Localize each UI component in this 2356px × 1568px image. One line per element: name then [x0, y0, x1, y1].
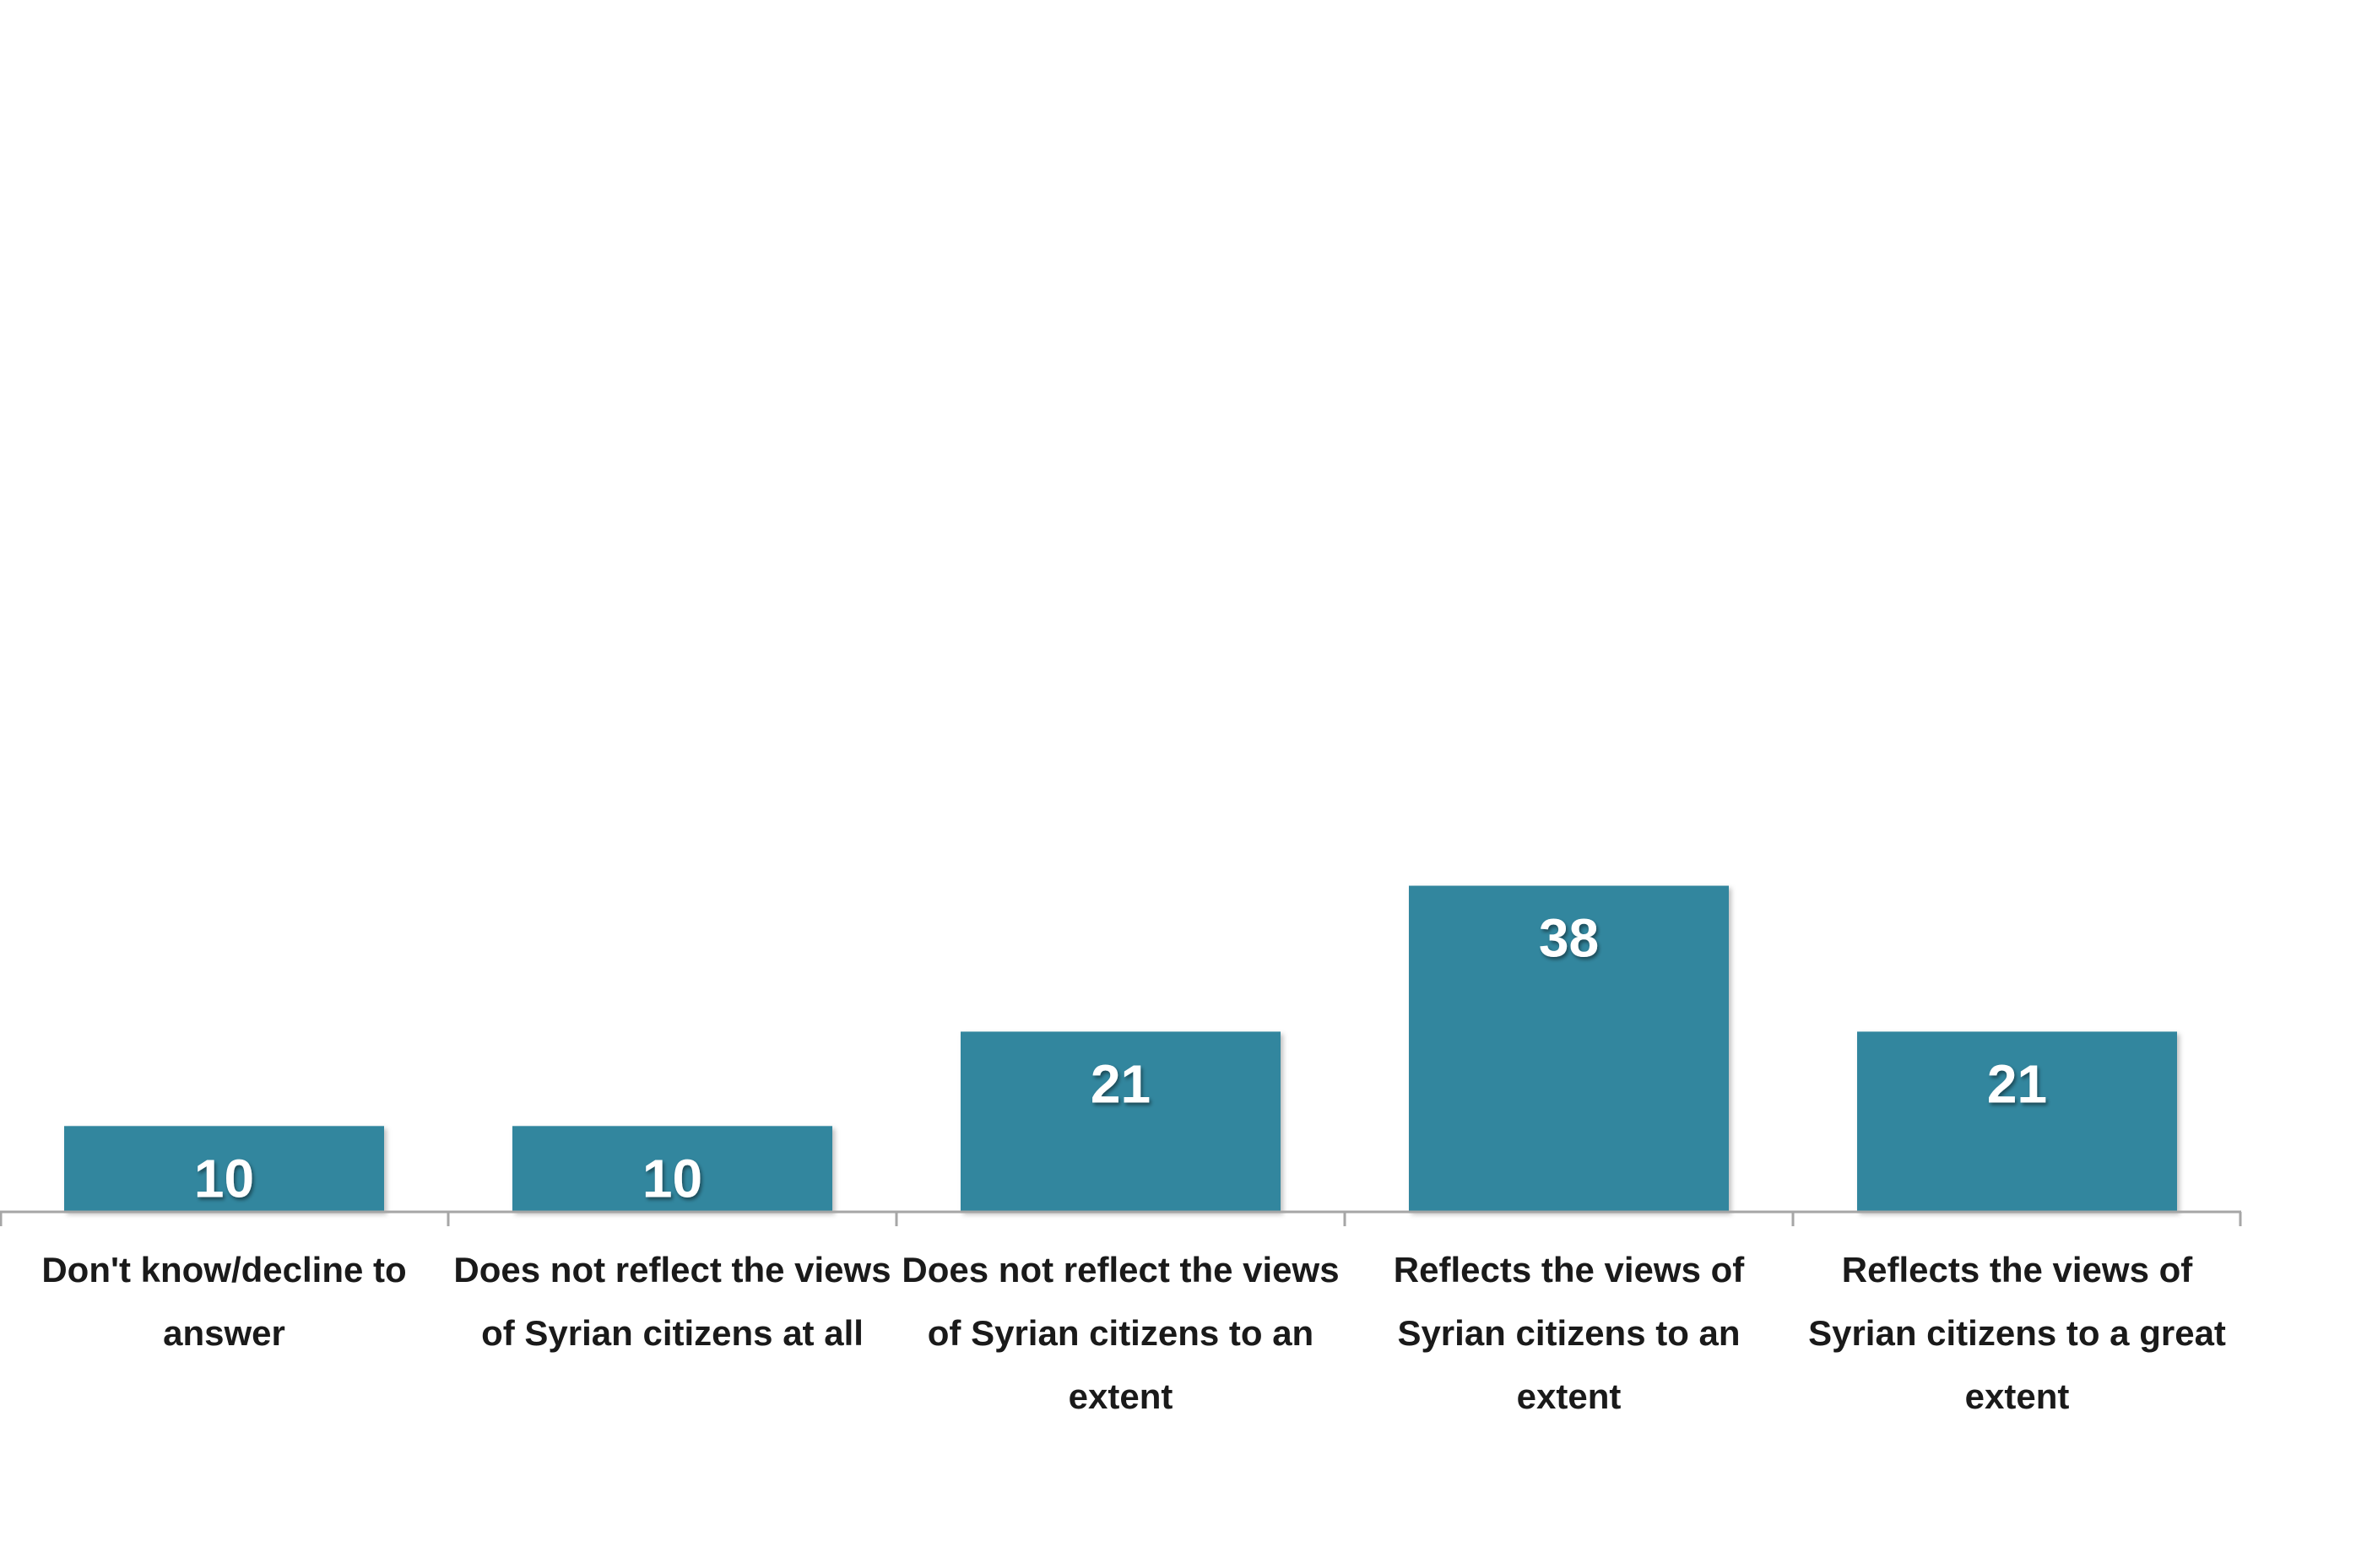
data-labels: 10 10 21 38 21	[194, 908, 2047, 1209]
category-label: Does not reflect the views of Syrian cit…	[902, 1250, 1340, 1416]
bar	[512, 1126, 832, 1212]
category-label: Reflects the views of Syrian citizens to…	[1393, 1250, 1745, 1416]
bar-value-label: 10	[642, 1148, 702, 1208]
bar	[1857, 1031, 2177, 1212]
bar-value-label: 21	[1091, 1053, 1151, 1114]
category-label: Don't know/decline to answer	[41, 1250, 407, 1353]
bar-value-label: 38	[1539, 908, 1599, 969]
category-label: Reflects the views of Syrian citizens to…	[1808, 1250, 2226, 1416]
bar	[64, 1126, 384, 1212]
category-label: Does not reflect the views of Syrian cit…	[453, 1250, 891, 1353]
bar	[1409, 885, 1729, 1212]
bar-value-label: 21	[1987, 1053, 2047, 1114]
bar-value-label: 10	[194, 1148, 254, 1208]
x-axis	[0, 1210, 2242, 1226]
bar-series	[64, 885, 2177, 1212]
bar	[961, 1031, 1281, 1212]
